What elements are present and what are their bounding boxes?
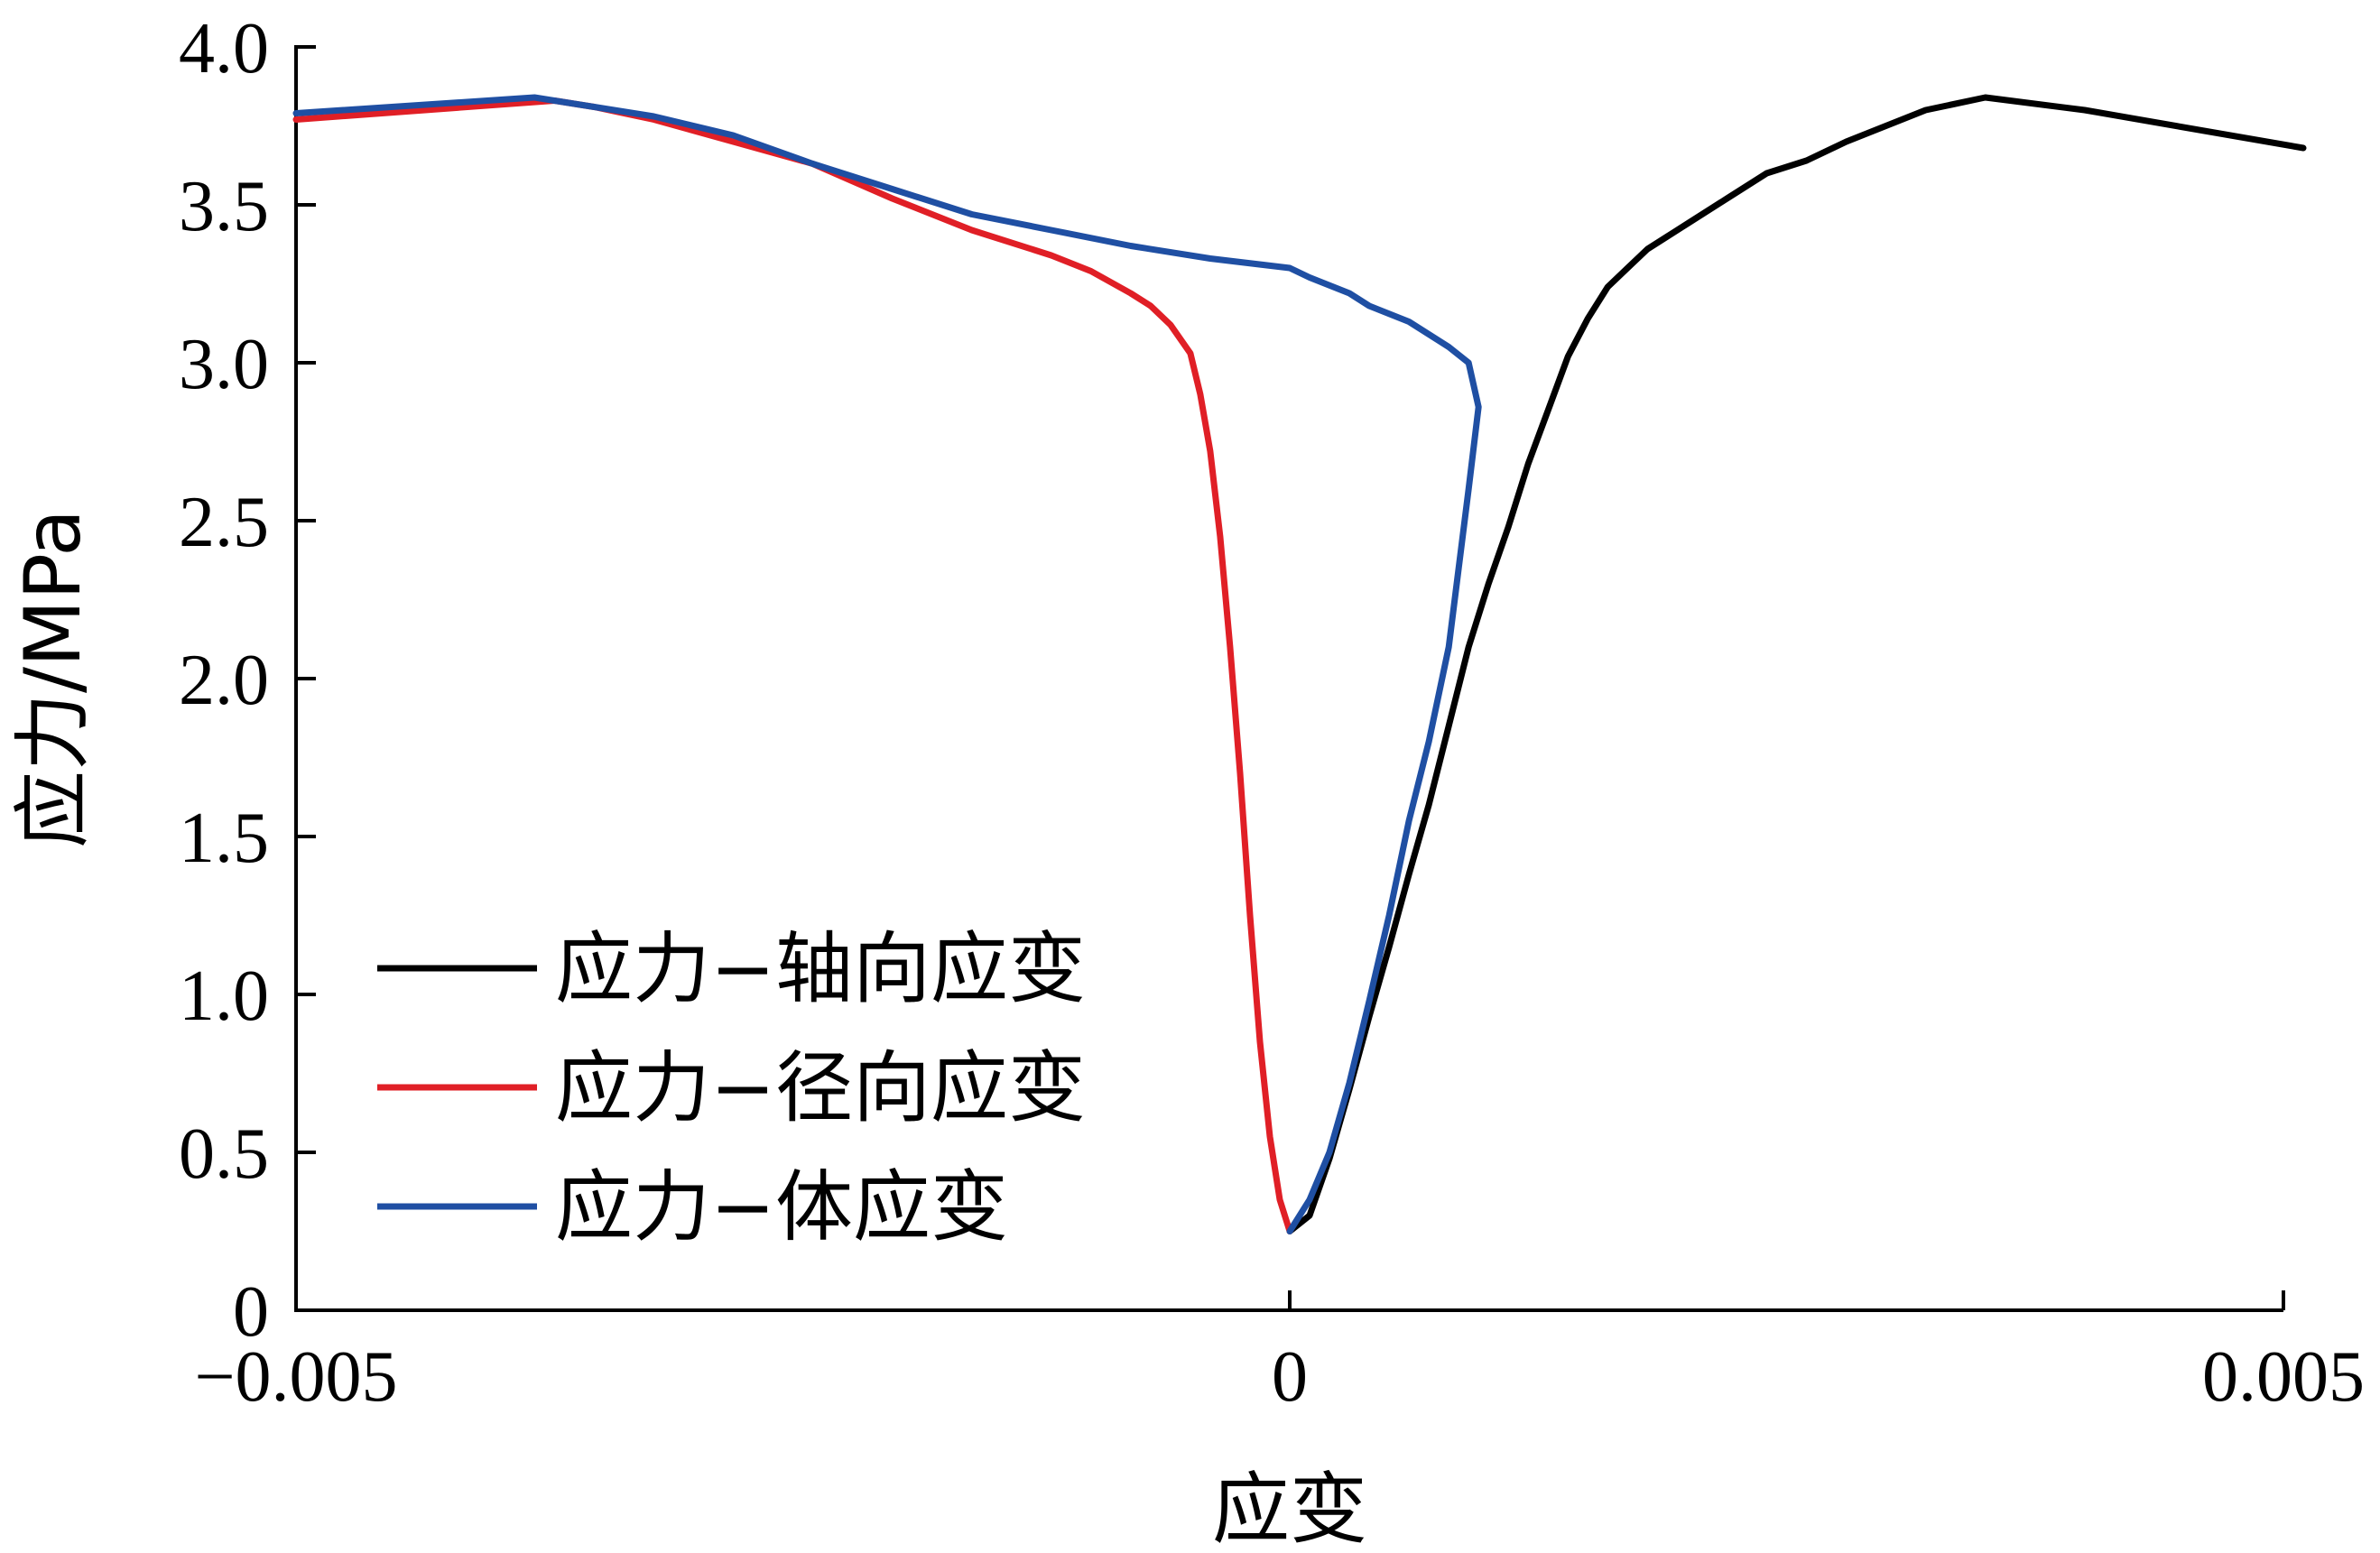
y-tick-label: 2.0 [179,641,269,720]
y-tick-label: 1.5 [179,799,269,878]
y-tick-label: 3.0 [179,325,269,404]
y-tick-label: 0 [233,1272,269,1352]
x-axis-title: 应变 [1212,1465,1367,1553]
x-tick-label: −0.005 [194,1337,397,1417]
y-tick-label: 1.0 [179,957,269,1036]
y-tick-label: 4.0 [179,9,269,88]
y-tick-label: 3.5 [179,167,269,246]
legend-label-2: 应力−体应变 [555,1162,1008,1253]
series-line-1 [292,97,1293,1234]
x-tick-label: 0.005 [2202,1337,2365,1417]
x-tick-label: 0 [1272,1337,1308,1417]
series-line-0 [1286,94,2307,1234]
legend-label-1: 应力−径向应变 [555,1043,1086,1133]
legend-label-0: 应力−轴向应变 [555,924,1086,1014]
y-axis-title: 应力/MPa [8,509,98,848]
series-line-2 [292,94,1482,1234]
y-tick-label: 2.5 [179,483,269,562]
tick-group: 00.51.01.52.02.53.03.54.0−0.005 0 0.005 [179,9,2365,1417]
y-tick-label: 0.5 [179,1114,269,1194]
series-group [292,94,2307,1234]
